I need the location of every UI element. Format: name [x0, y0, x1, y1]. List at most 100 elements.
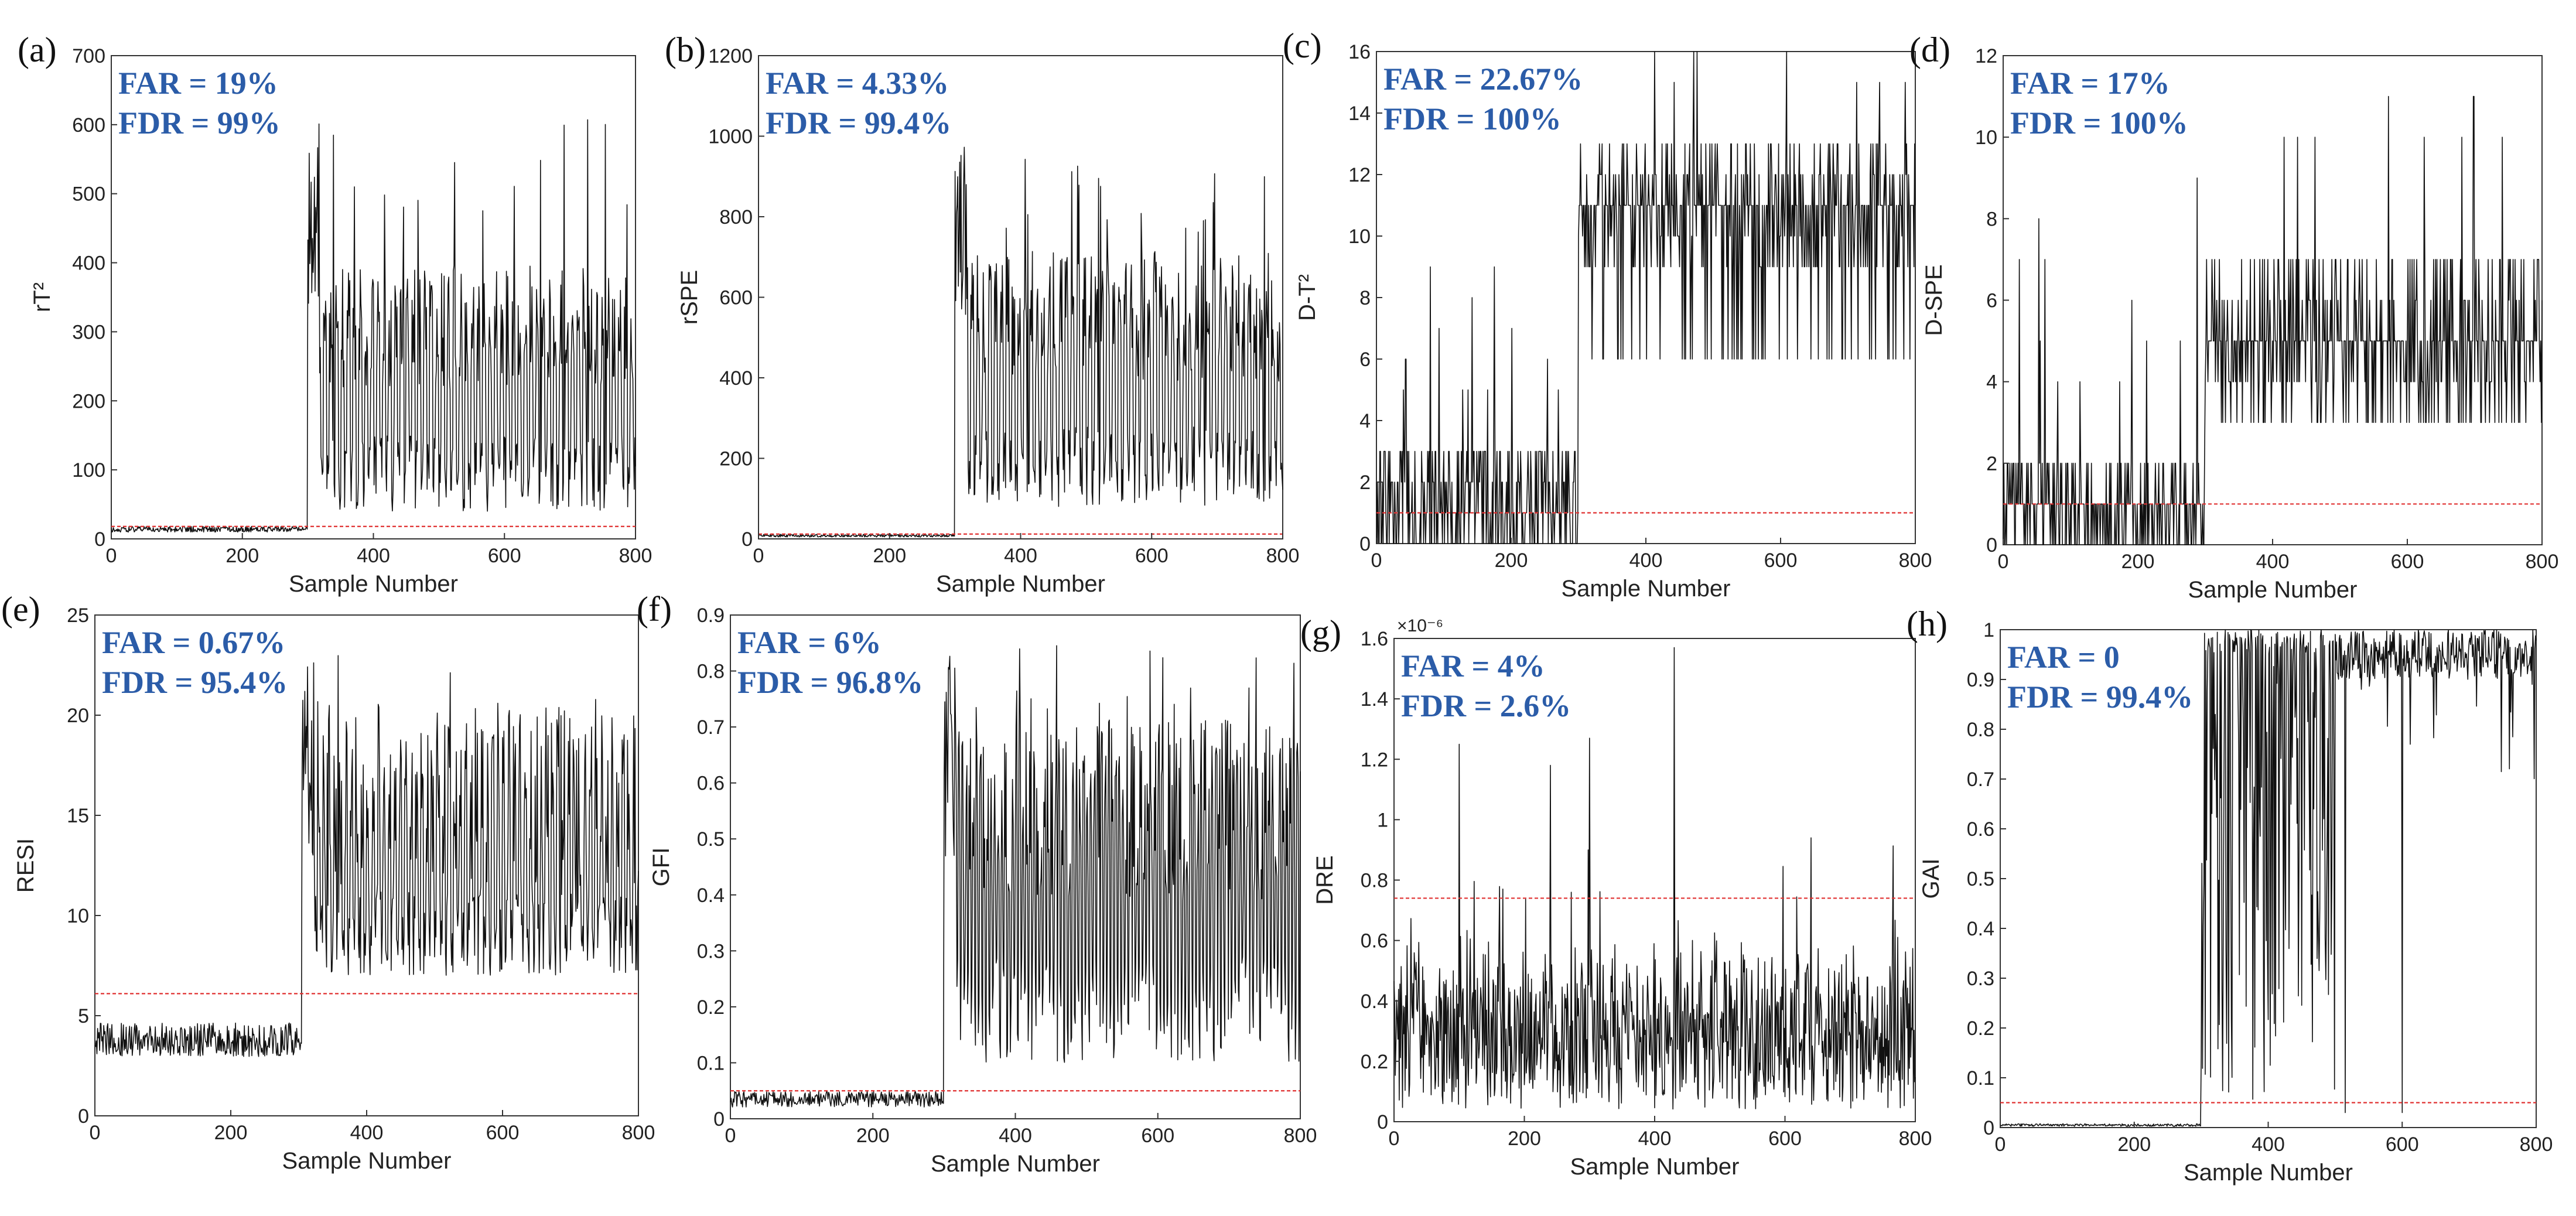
- fdr-annotation: FDR = 100%: [1383, 101, 1562, 136]
- y-tick-label: 2: [1986, 453, 1997, 475]
- y-tick-label: 0.7: [697, 716, 725, 739]
- y-tick-label: 0.7: [1967, 768, 1994, 791]
- y-tick-label: 1: [1983, 619, 1994, 641]
- y-tick-label: 25: [67, 604, 89, 627]
- signal-line: [2000, 629, 2537, 1127]
- y-axis-label: GFI: [648, 848, 674, 887]
- y-tick-label: 400: [72, 252, 105, 275]
- y-tick-label: 1000: [708, 126, 753, 148]
- x-tick-label: 200: [214, 1122, 248, 1144]
- fdr-annotation: FDR = 100%: [2010, 105, 2188, 141]
- y-tick-label: 0.8: [1361, 870, 1388, 892]
- y-tick-label: 100: [72, 459, 105, 481]
- x-tick-label: 200: [1495, 549, 1528, 572]
- panel-g: 0 200 400 600 800 0 0.2 0.4 0.6 0.8 1 1.2 1.4 1.6 Samp…: [1300, 613, 1932, 1180]
- y-tick-label: 0.2: [1967, 1017, 1994, 1040]
- y-tick-label: 0.1: [697, 1052, 725, 1074]
- y-tick-label: 4: [1359, 410, 1371, 432]
- x-tick-label: 200: [1508, 1128, 1541, 1150]
- y-tick-label: 12: [1348, 164, 1371, 186]
- y-tick-label: 0.9: [1967, 669, 1994, 691]
- x-tick-label: 200: [2121, 551, 2155, 573]
- x-tick-label: 800: [619, 545, 652, 567]
- x-tick-label: 800: [1899, 1128, 1932, 1150]
- x-tick-label: 600: [1768, 1128, 1802, 1150]
- x-axis-label: Sample Number: [936, 571, 1105, 597]
- y-tick-label: 1.6: [1361, 628, 1388, 650]
- fdr-annotation: FDR = 96.8%: [737, 665, 923, 700]
- signal-line: [758, 146, 1283, 538]
- panel-c: 0 200 400 600 800 0 2 4 6 8 10 12 14 16 Sample Number D…: [1283, 26, 1932, 602]
- y-axis-label: DRE: [1312, 855, 1338, 904]
- panel-label: (b): [665, 30, 706, 69]
- y-tick-label: 300: [72, 321, 105, 343]
- y-tick-label: 0.8: [1967, 719, 1994, 741]
- y-tick-label: 10: [1975, 127, 1997, 149]
- y-tick-label: 0.4: [1967, 918, 1994, 940]
- x-tick-label: 800: [2520, 1133, 2553, 1156]
- y-tick-label: 0.1: [1967, 1067, 1994, 1089]
- y-tick-label: 20: [67, 705, 89, 727]
- far-annotation: FAR = 19%: [118, 66, 278, 101]
- fdr-annotation: FDR = 2.6%: [1401, 688, 1571, 723]
- far-annotation: FAR = 4%: [1401, 648, 1545, 684]
- x-tick-label: 800: [622, 1122, 655, 1144]
- y-axis-label: RESI: [13, 838, 39, 893]
- fdr-annotation: FDR = 95.4%: [102, 665, 288, 700]
- y-tick-label: 0: [742, 528, 753, 551]
- y-tick-label: 6: [1359, 349, 1371, 371]
- y-tick-label: 0: [1377, 1111, 1388, 1133]
- panel-label: (e): [1, 590, 40, 629]
- fdr-annotation: FDR = 99.4%: [2007, 679, 2193, 715]
- x-tick-label: 800: [1266, 545, 1300, 567]
- y-axis-label: GAI: [1918, 859, 1944, 899]
- y-tick-label: 600: [719, 287, 753, 309]
- y-tick-label: 0.5: [1967, 868, 1994, 890]
- y-axis-label: D-T²: [1294, 274, 1320, 321]
- x-axis-label: Sample Number: [2188, 577, 2357, 603]
- y-tick-label: 2: [1359, 472, 1371, 494]
- panel-a: 0 200 400 600 800 0 100 200 300 400 500 600 700 Sampl…: [18, 30, 652, 597]
- x-axis-label: Sample Number: [2184, 1160, 2353, 1186]
- x-tick-label: 0: [1389, 1128, 1400, 1150]
- x-tick-label: 400: [2252, 1133, 2285, 1156]
- panel-h: 0 200 400 600 800 0 0.1 0.2 0.3 0.4 0.5 0.6 0.7 0.8 0.…: [1907, 604, 2553, 1186]
- x-tick-label: 800: [2526, 551, 2559, 573]
- far-annotation: FAR = 6%: [737, 625, 882, 660]
- y-tick-label: 0.5: [697, 828, 725, 850]
- x-tick-label: 0: [753, 545, 764, 567]
- x-axis-label: Sample Number: [289, 571, 458, 597]
- panel-label: (f): [637, 590, 672, 629]
- panel-f: 0 200 400 600 800 0 0.1 0.2 0.3 0.4 0.5 0.6 0.7 0.8 0.…: [637, 590, 1317, 1177]
- y-tick-label: 1: [1377, 809, 1388, 831]
- panel-e: 0 200 400 600 800 0 5 10 15 20 25 Sample Number RESI…: [1, 590, 655, 1174]
- y-axis-label: rSPE: [677, 270, 702, 325]
- y-tick-label: 400: [719, 367, 753, 390]
- panel-label: (c): [1283, 26, 1322, 65]
- y-tick-label: 700: [72, 45, 105, 67]
- x-tick-label: 0: [1998, 551, 2009, 573]
- y-tick-label: 0.6: [1967, 818, 1994, 841]
- x-tick-label: 200: [873, 545, 906, 567]
- y-tick-label: 0.8: [697, 661, 725, 683]
- x-tick-label: 600: [486, 1122, 520, 1144]
- y-tick-label: 1.2: [1361, 749, 1388, 771]
- y-tick-label: 1200: [708, 45, 753, 67]
- signal-line: [1393, 647, 1916, 1110]
- x-tick-label: 400: [999, 1125, 1032, 1147]
- x-tick-label: 600: [2386, 1133, 2419, 1156]
- y-tick-label: 0.2: [1361, 1051, 1388, 1073]
- signal-line: [94, 655, 639, 1057]
- fdr-annotation: FDR = 99.4%: [766, 105, 951, 141]
- y-axis-label: rT²: [29, 282, 55, 312]
- x-tick-label: 400: [1629, 549, 1663, 572]
- y-tick-label: 0.3: [1967, 968, 1994, 990]
- signal-line: [111, 119, 636, 533]
- x-axis-label: Sample Number: [931, 1151, 1100, 1177]
- y-tick-label: 0: [1986, 534, 1997, 556]
- y-tick-label: 0: [94, 528, 105, 551]
- far-annotation: FAR = 4.33%: [766, 66, 949, 101]
- x-tick-label: 400: [357, 545, 390, 567]
- x-tick-label: 600: [2391, 551, 2424, 573]
- y-tick-label: 0: [713, 1108, 725, 1130]
